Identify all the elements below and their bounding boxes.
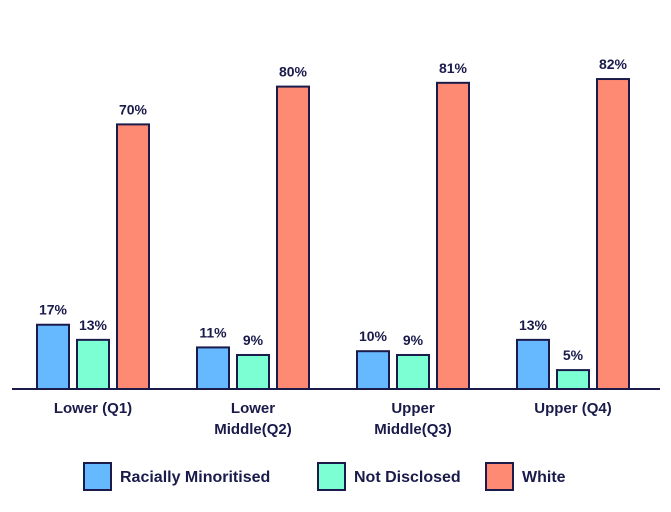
value-label-not-disclosed-2: 9% [243,332,264,348]
legend: Racially Minoritised Not Disclosed White [83,462,566,491]
legend-label-white: White [522,469,566,486]
bar-racially-minoritised-4 [516,338,550,390]
bar-white-2 [276,85,310,390]
legend-swatch-racially-minoritised [83,462,112,491]
category-label-4: Upper (Q4) [534,400,612,417]
legend-label-racially-minoritised: Racially Minoritised [120,469,270,486]
value-label-white-4: 82% [599,56,628,72]
value-label-racially-minoritised-2: 11% [199,324,227,340]
category-label-3-line-1: Upper [391,400,435,417]
category-label-3-line-2: Middle(Q3) [374,421,452,438]
bars-layer [36,78,630,391]
bar-not-disclosed-4 [556,369,590,391]
bar-racially-minoritised-3 [356,350,390,391]
category-label-2-line-1: Lower [231,400,275,417]
value-label-white-2: 80% [279,64,308,80]
legend-swatch-white [485,462,514,491]
category-label-1: Lower (Q1) [54,400,132,417]
value-label-white-3: 81% [439,60,468,76]
bar-white-3 [436,81,470,390]
category-label-2-line-2: Middle(Q2) [214,421,292,438]
bar-racially-minoritised-1 [36,323,70,390]
value-label-racially-minoritised-1: 17% [39,302,68,318]
legend-swatch-not-disclosed [317,462,346,491]
value-label-racially-minoritised-3: 10% [359,328,388,344]
value-label-not-disclosed-3: 9% [403,332,424,348]
bar-white-4 [596,78,630,390]
bar-white-1 [116,123,150,391]
category-labels-layer: Lower (Q1) Lower Middle(Q2) Upper Middle(Q3)… [54,400,612,438]
bar-not-disclosed-1 [76,338,110,390]
bar-not-disclosed-3 [396,353,430,391]
legend-label-not-disclosed: Not Disclosed [354,469,461,486]
value-label-racially-minoritised-4: 13% [519,317,548,333]
value-label-not-disclosed-1: 13% [79,317,108,333]
value-labels-layer: 17% 11% 10% 13% 13% 9% 9% 5% 70% 80% 81% 82% [39,56,628,363]
bar-not-disclosed-2 [236,353,270,391]
value-label-white-1: 70% [119,101,148,117]
value-label-not-disclosed-4: 5% [563,347,584,363]
bar-racially-minoritised-2 [196,346,230,391]
